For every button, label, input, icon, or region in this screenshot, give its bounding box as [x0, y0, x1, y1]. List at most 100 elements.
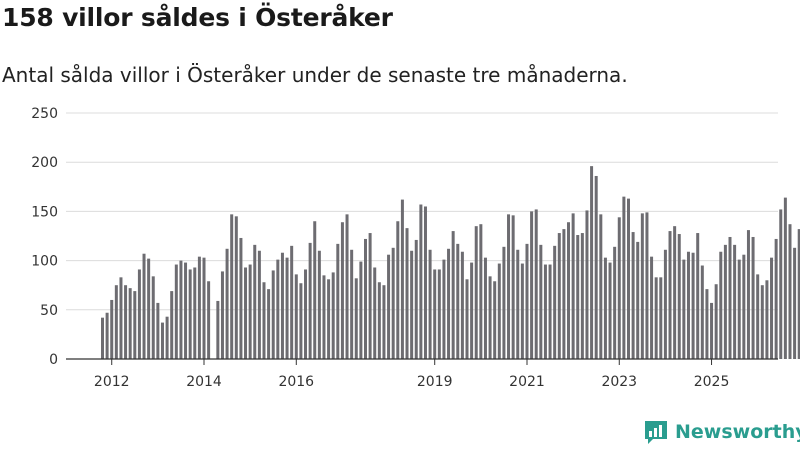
bar: [788, 224, 792, 359]
bar: [534, 209, 538, 359]
bar: [377, 282, 381, 359]
bar: [539, 244, 543, 359]
bar: [165, 316, 169, 359]
bar: [294, 274, 298, 359]
bar: [751, 236, 755, 359]
bar: [723, 244, 727, 359]
bar: [608, 262, 612, 359]
bar: [248, 264, 252, 359]
bar: [114, 285, 118, 359]
bar: [234, 216, 238, 359]
bar: [202, 257, 206, 359]
bar: [465, 279, 469, 359]
bar: [779, 209, 783, 359]
bar: [488, 276, 492, 359]
bar: [423, 206, 427, 359]
bar: [405, 228, 409, 359]
bar: [797, 229, 800, 359]
bar: [719, 251, 723, 359]
bar: [696, 233, 700, 359]
brand-name: Newsworthy: [675, 421, 800, 443]
bar: [520, 263, 524, 359]
bar: [220, 271, 224, 359]
bar: [714, 284, 718, 359]
bar: [147, 258, 151, 359]
bar: [133, 291, 137, 359]
bar: [516, 249, 520, 359]
bar: [645, 212, 649, 359]
bar: [691, 252, 695, 359]
bar: [354, 278, 358, 359]
bar: [331, 272, 335, 359]
brand-logo[interactable]: Newsworthy: [643, 419, 800, 445]
bar: [364, 238, 367, 359]
bar: [553, 245, 557, 359]
bar: [502, 246, 506, 359]
bar: [105, 312, 109, 359]
bar: [470, 262, 474, 359]
bar: [253, 244, 257, 359]
bar: [304, 269, 308, 359]
bar: [244, 267, 248, 359]
bar: [170, 291, 174, 359]
bar: [239, 237, 243, 359]
bar: [673, 226, 677, 359]
bar: [271, 270, 275, 359]
y-tick-label: 0: [49, 352, 58, 368]
bar: [557, 233, 561, 359]
bar: [327, 279, 331, 359]
bar: [124, 285, 128, 359]
bar: [530, 211, 534, 359]
y-tick-label: 250: [31, 106, 58, 122]
bar: [174, 264, 178, 359]
bar: [770, 257, 774, 359]
bar: [419, 204, 423, 359]
bar: [700, 265, 704, 359]
x-tick-label: 2014: [186, 374, 222, 390]
bar: [493, 281, 497, 359]
bar: [543, 264, 547, 359]
bar: [793, 247, 797, 359]
bar: [442, 259, 446, 359]
bar: [308, 242, 312, 359]
bar: [437, 269, 441, 359]
bar: [654, 277, 658, 359]
bar: [156, 302, 160, 359]
bar: [336, 243, 340, 359]
bar: [613, 246, 617, 359]
bar: [728, 236, 732, 359]
bar: [359, 261, 363, 359]
bar: [350, 249, 354, 359]
bar: [585, 210, 589, 359]
bar: [280, 252, 284, 359]
bar: [428, 249, 432, 359]
bar: [705, 289, 709, 359]
bar: [511, 215, 515, 359]
bar: [340, 222, 344, 359]
bar: [710, 302, 714, 359]
bar: [774, 238, 778, 359]
bar: [382, 285, 386, 359]
bar: [257, 250, 261, 359]
bar: [576, 235, 580, 359]
chart-title: 158 villor såldes i Österåker: [2, 3, 393, 32]
bar: [650, 256, 654, 359]
bar: [456, 243, 460, 359]
bar: [451, 231, 455, 359]
bar: [677, 234, 681, 359]
bar: [151, 276, 155, 359]
bar: [322, 275, 326, 359]
bar: [599, 214, 603, 359]
bar: [179, 260, 183, 359]
bar: [119, 277, 123, 359]
bar: [479, 224, 483, 359]
x-tick-label: 2016: [278, 374, 314, 390]
bar: [447, 248, 451, 359]
bar: [387, 254, 391, 359]
bar: [290, 245, 294, 359]
bar: [760, 285, 764, 359]
x-tick-label: 2025: [694, 374, 730, 390]
bar: [603, 257, 607, 359]
bar: [197, 256, 201, 359]
bar: [636, 241, 640, 359]
